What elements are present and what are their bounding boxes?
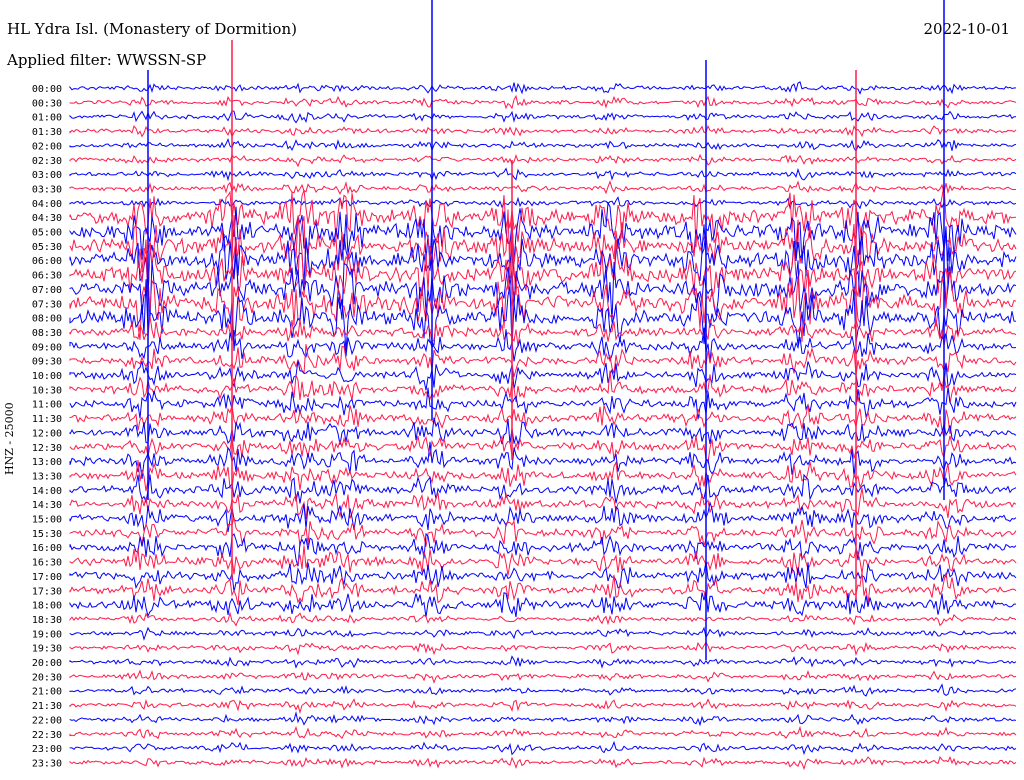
row-time-label: 19:00	[32, 629, 62, 640]
row-time-label: 22:00	[32, 715, 62, 726]
trace-row	[69, 683, 1017, 697]
trace-row	[69, 725, 1017, 740]
trace-row	[69, 254, 1017, 323]
trace-row	[69, 641, 1017, 656]
row-time-label: 03:30	[32, 184, 62, 195]
trace-row	[69, 473, 1017, 504]
date-label: 2022-10-01	[923, 20, 1010, 38]
row-time-label: 10:30	[32, 385, 62, 396]
trace-row	[69, 153, 1017, 168]
trace-row	[69, 532, 1017, 567]
row-time-label: 20:30	[32, 672, 62, 683]
trace-row	[69, 344, 1017, 377]
row-time-label: 23:00	[32, 744, 62, 755]
row-time-label: 01:00	[32, 113, 62, 124]
trace-row	[69, 740, 1017, 756]
row-time-label: 16:00	[32, 543, 62, 554]
trace-row	[69, 370, 1017, 404]
row-time-label: 00:00	[32, 84, 62, 95]
row-time-label: 05:30	[32, 242, 62, 253]
trace-row	[69, 233, 1017, 300]
row-time-label: 16:30	[32, 558, 62, 569]
row-time-label: 14:00	[32, 486, 62, 497]
trace-row	[69, 124, 1017, 138]
row-time-label: 07:30	[32, 299, 62, 310]
row-time-label: 09:30	[32, 357, 62, 368]
trace-row	[69, 201, 1017, 266]
row-time-label: 11:00	[32, 400, 62, 411]
row-time-label: 20:00	[32, 658, 62, 669]
trace-row	[69, 269, 1017, 343]
row-time-label: 04:00	[32, 199, 62, 210]
row-time-label: 21:30	[32, 701, 62, 712]
trace-row	[69, 434, 1017, 465]
filter-label: Applied filter: WWSSN-SP	[7, 51, 207, 69]
row-time-label: 22:30	[32, 730, 62, 741]
row-time-label: 08:00	[32, 314, 62, 325]
row-time-label: 18:30	[32, 615, 62, 626]
trace-row	[69, 755, 1017, 771]
row-time-label: 17:00	[32, 572, 62, 583]
trace-row	[69, 209, 1017, 279]
trace-row	[69, 441, 1017, 479]
row-time-label: 23:30	[32, 758, 62, 769]
trace-row	[69, 316, 1017, 347]
trace-row	[69, 196, 1017, 210]
trace-row	[69, 626, 1017, 641]
row-time-label: 00:30	[32, 98, 62, 109]
trace-row	[69, 327, 1017, 363]
row-time-label: 08:30	[32, 328, 62, 339]
row-time-label: 12:00	[32, 428, 62, 439]
trace-row	[69, 167, 1017, 182]
row-time-label: 05:00	[32, 228, 62, 239]
row-time-label: 12:30	[32, 443, 62, 454]
row-time-label: 02:00	[32, 141, 62, 152]
trace-row	[69, 487, 1017, 520]
row-time-label: 06:00	[32, 256, 62, 267]
trace-row	[69, 711, 1017, 727]
row-time-label: 09:00	[32, 342, 62, 353]
row-time-label: 03:00	[32, 170, 62, 181]
row-time-label: 19:30	[32, 644, 62, 655]
trace-row	[69, 545, 1017, 576]
row-time-label: 21:00	[32, 687, 62, 698]
trace-row	[69, 459, 1017, 492]
trace-row	[69, 360, 1017, 391]
trace-row	[69, 517, 1017, 547]
trace-row	[69, 279, 1017, 352]
trace-row	[69, 611, 1017, 627]
row-time-label: 10:00	[32, 371, 62, 382]
row-time-label: 01:30	[32, 127, 62, 138]
trace-row	[69, 669, 1017, 684]
row-time-label: 15:30	[32, 529, 62, 540]
row-time-label: 04:30	[32, 213, 62, 224]
trace-row	[69, 94, 1017, 110]
trace-row	[69, 500, 1017, 533]
trace-row	[69, 224, 1017, 297]
trace-row	[69, 110, 1016, 124]
row-time-label: 17:30	[32, 586, 62, 597]
trace-row	[69, 698, 1017, 715]
trace-row	[69, 387, 1017, 420]
trace-row	[69, 561, 1017, 592]
row-time-label: 02:30	[32, 156, 62, 167]
row-time-label: 11:30	[32, 414, 62, 425]
trace-row	[69, 180, 1017, 195]
station-title: HL Ydra Isl. (Monastery of Dormition)	[7, 20, 297, 38]
trace-row	[69, 590, 1016, 618]
row-time-label: 06:30	[32, 271, 62, 282]
trace-row	[69, 81, 1017, 95]
row-time-label: 07:00	[32, 285, 62, 296]
row-time-label: 18:00	[32, 601, 62, 612]
trace-row	[69, 404, 1017, 438]
trace-row	[69, 417, 1017, 446]
trace-row	[69, 572, 1017, 606]
row-time-label: 13:30	[32, 471, 62, 482]
trace-row	[69, 137, 1017, 153]
trace-row	[69, 655, 1017, 669]
row-time-label: 13:00	[32, 457, 62, 468]
row-time-label: 15:00	[32, 515, 62, 526]
row-time-label: 14:30	[32, 500, 62, 511]
